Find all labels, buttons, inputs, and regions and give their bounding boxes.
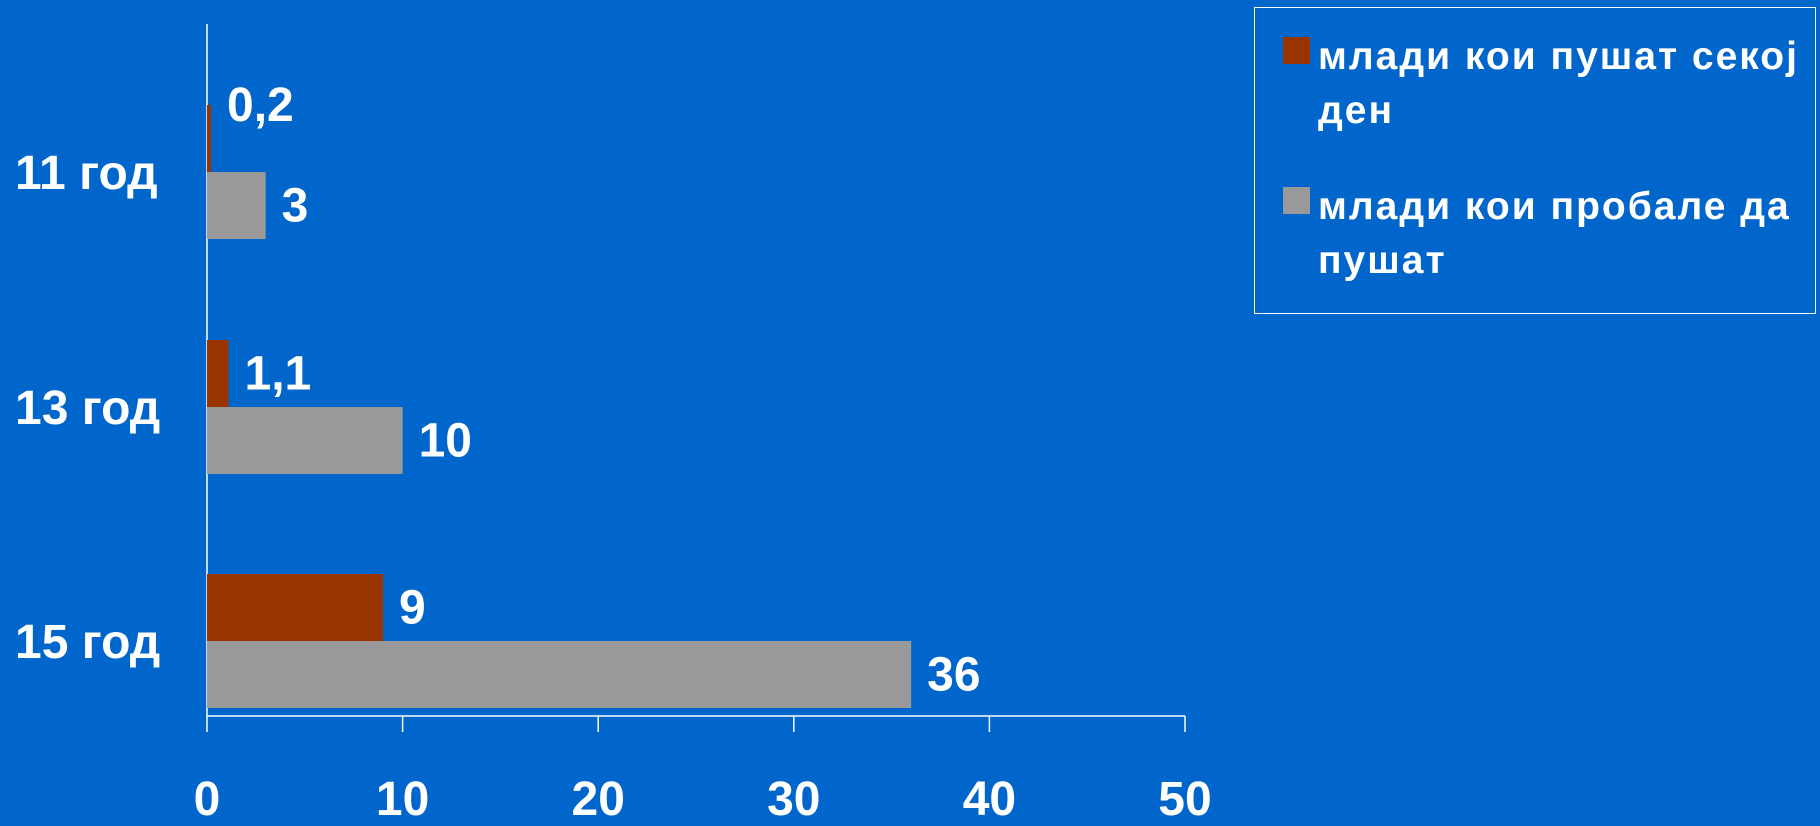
category-label: 11 год: [15, 147, 158, 200]
data-label: 9: [399, 582, 426, 635]
data-label: 10: [419, 415, 472, 468]
category-label: 15 год: [15, 616, 160, 669]
data-label: 3: [282, 180, 309, 233]
bar-series-0: [207, 340, 229, 407]
x-tick-label: 50: [1158, 773, 1211, 821]
bar-series-0: [207, 105, 211, 172]
x-tick-label: 40: [963, 773, 1016, 821]
legend: млади кои пушат секој ден млади кои проб…: [1254, 7, 1816, 314]
legend-label-daily-smokers: млади кои пушат секој ден: [1318, 35, 1799, 132]
data-label: 0,2: [227, 79, 294, 132]
x-tick-label: 30: [767, 773, 820, 821]
legend-swatch-daily-smokers: [1283, 37, 1310, 64]
bar-series-1: [207, 641, 912, 708]
bar-series-0: [207, 574, 384, 641]
category-label: 13 год: [15, 382, 160, 435]
x-tick-label: 0: [194, 773, 221, 821]
bar-series-1: [207, 407, 403, 474]
x-tick-label: 20: [572, 773, 625, 821]
legend-swatch-tried-smoking: [1283, 187, 1310, 214]
legend-label-tried-smoking: млади кои пробале да пушат: [1318, 185, 1791, 282]
bar-series-1: [207, 172, 266, 239]
data-label: 1,1: [245, 348, 312, 401]
x-tick-label: 10: [376, 773, 429, 821]
data-label: 36: [927, 649, 980, 702]
